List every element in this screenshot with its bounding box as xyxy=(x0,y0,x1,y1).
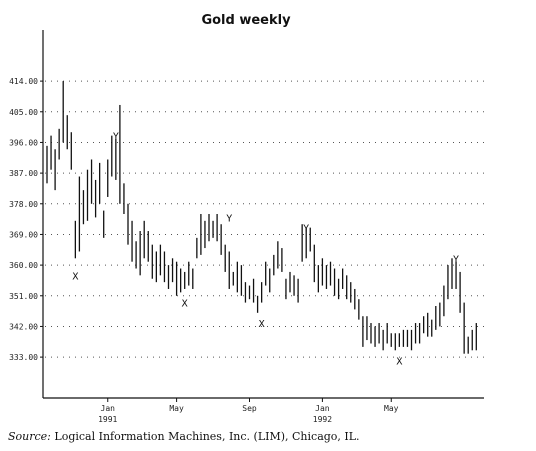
turning-point-label: Y xyxy=(226,213,232,224)
chart-title: Gold weekly xyxy=(201,13,291,28)
x-tick-year: 1991 xyxy=(98,415,117,424)
source-label: Source: xyxy=(8,430,51,443)
y-tick-label: 342.00 xyxy=(9,322,38,331)
x-tick-label: May xyxy=(169,404,184,413)
turning-point-markers: X Y X Y X Y X Y xyxy=(72,132,459,368)
x-tick-label: Jan xyxy=(101,404,116,413)
turning-point-label: Y xyxy=(113,132,119,143)
x-tick-label: Jan xyxy=(315,404,330,413)
y-tick-label: 414.00 xyxy=(9,77,38,86)
price-bars xyxy=(46,81,477,354)
x-tick-year: 1992 xyxy=(313,415,332,424)
y-tick-label: 369.00 xyxy=(9,230,38,239)
y-tick-label: 387.00 xyxy=(9,169,38,178)
y-tick-label: 396.00 xyxy=(9,138,38,147)
turning-point-label: X xyxy=(259,319,265,330)
source-text: Logical Information Machines, Inc. (LIM)… xyxy=(54,430,360,443)
turning-point-label: Y xyxy=(303,224,309,235)
turning-point-label: X xyxy=(72,271,78,282)
y-tick-label: 333.00 xyxy=(9,353,38,362)
source-note: Source: Logical Information Machines, In… xyxy=(8,430,360,443)
y-tick-label: 351.00 xyxy=(9,292,38,301)
turning-point-label: X xyxy=(396,357,402,368)
axes xyxy=(42,30,484,399)
x-tick-label: Sep xyxy=(242,404,257,413)
x-tick-label: May xyxy=(384,404,399,413)
turning-point-label: Y xyxy=(453,254,459,265)
grid xyxy=(45,80,484,358)
y-tick-label: 378.00 xyxy=(9,200,38,209)
y-axis-ticks: 333.00 342.00 351.00 360.00 369.00 378.00 387.… xyxy=(9,77,43,362)
y-tick-label: 405.00 xyxy=(9,108,38,117)
y-tick-label: 360.00 xyxy=(9,261,38,270)
x-axis-ticks: Jan 1991 May Sep Jan 1992 May xyxy=(98,398,399,424)
turning-point-label: X xyxy=(182,299,188,310)
